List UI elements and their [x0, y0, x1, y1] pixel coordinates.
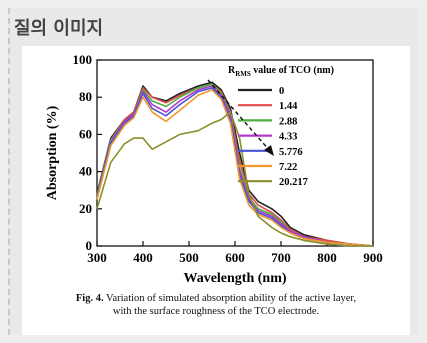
absorption-chart: 300 400 500 600 700 800 900 0 20 40 60 80 100 RRMS v…: [45, 52, 383, 286]
x-tick-label: 700: [271, 250, 291, 265]
y-tick-label: 40: [79, 164, 92, 179]
figure-caption: Fig. 4. Variation of simulated absorptio…: [30, 292, 402, 318]
series-line-20.217: [96, 111, 373, 247]
legend-label-20.217: 20.217: [279, 177, 308, 188]
y-tick-label: 20: [79, 201, 92, 216]
figure: 300 400 500 600 700 800 900 0 20 40 60 80 100 RRMS v…: [22, 46, 410, 335]
series-line-7.22: [96, 88, 374, 247]
legend-title: RRMS value of TCO (nm): [228, 65, 334, 78]
legend-label-5.776: 5.776: [279, 147, 303, 158]
x-tick-label: 500: [179, 250, 199, 265]
trend-arrow: [207, 79, 274, 156]
x-axis-label: Wavelength (nm): [183, 271, 286, 286]
caption-line-2: with the surface roughness of the TCO el…: [112, 306, 320, 317]
series-line-5.776: [96, 87, 374, 247]
caption-label: Fig. 4.: [75, 293, 104, 304]
legend-label-7.22: 7.22: [279, 162, 297, 173]
series-line-4.33: [96, 85, 374, 247]
y-tick-label: 0: [86, 238, 93, 253]
x-tick-label: 300: [87, 250, 107, 265]
x-tick-label: 600: [225, 250, 245, 265]
legend-label-2.88: 2.88: [279, 116, 297, 127]
y-tick-label: 100: [73, 52, 93, 67]
y-tick-label: 60: [79, 126, 92, 141]
x-tick-label: 800: [317, 250, 337, 265]
caption-line-1: Variation of simulated absorption abilit…: [106, 293, 357, 304]
y-tick-label: 80: [79, 89, 92, 104]
page-title: 질의 이미지: [14, 18, 104, 39]
y-axis-label: Absorption (%): [45, 105, 60, 200]
legend-label-4.33: 4.33: [279, 132, 297, 143]
x-tick-label: 900: [363, 250, 383, 265]
legend-label-1.44: 1.44: [279, 101, 298, 112]
x-tick-label: 400: [133, 250, 153, 265]
legend-label-0: 0: [279, 86, 284, 97]
